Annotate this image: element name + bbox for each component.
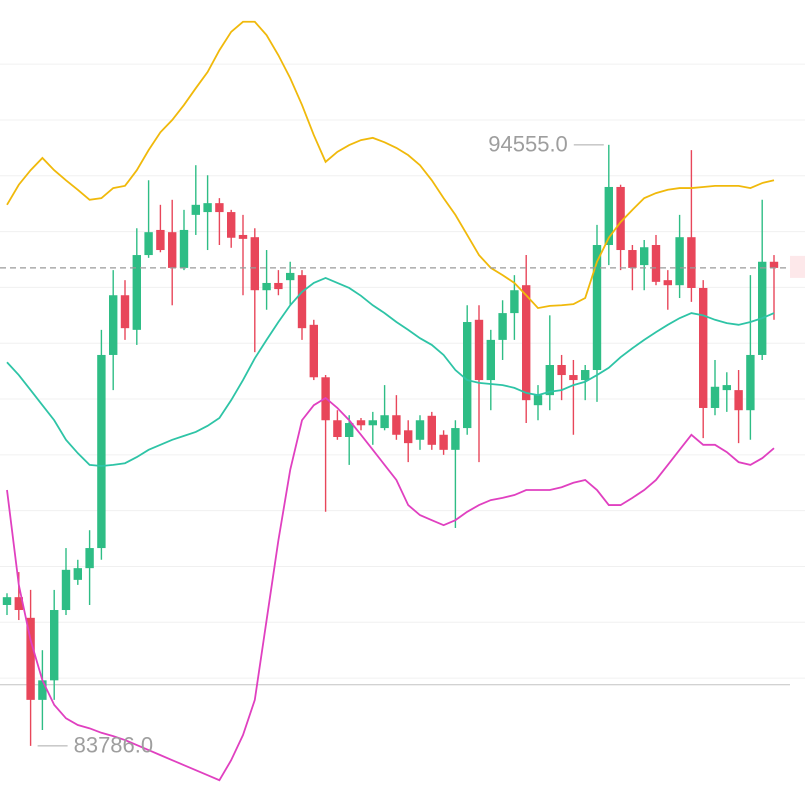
candle-body [663,280,672,286]
candle-body [132,255,141,330]
candle-body [510,290,519,314]
candle-body [699,287,708,408]
candle-body [120,295,130,329]
annotation-text: 94555.0 [488,132,568,157]
candle-body [734,390,743,411]
candle-body [439,434,448,450]
candle-body [581,370,590,381]
candle-body [156,229,165,251]
candle-body [38,680,47,700]
candle-body [687,237,696,288]
candle-body [238,234,248,239]
candle-body [651,245,661,282]
candle-body [356,420,366,426]
candle-body [203,203,212,213]
candle-body [404,430,413,444]
band-line [6,396,775,782]
candle-body [97,354,106,549]
candle-body [710,386,720,408]
candle-body [557,365,566,376]
last-price-tag [790,255,805,278]
candle-body [545,365,554,396]
annotation-text: 83786.0 [74,733,154,758]
candle-body [2,597,12,605]
candle-body [604,186,613,246]
candle-body [73,568,82,580]
band-line [6,20,775,310]
candle-body [616,186,625,251]
candle-body [569,375,578,381]
candle-body [191,204,200,215]
candle-body [628,250,637,268]
candle-body [522,285,531,401]
candle-body [215,203,224,213]
candle-body [297,275,307,329]
candle-body [50,610,59,681]
candle-body [85,548,94,569]
candle-body [769,261,779,268]
candle-body [592,245,602,371]
candle-body [345,423,354,437]
candle-body [109,295,118,355]
candle-body [368,420,377,426]
candle-body [250,237,259,291]
candle-body [262,282,271,291]
candle-body [463,322,472,429]
candle-body [486,339,495,381]
candle-body [451,428,460,450]
candle-body [392,415,401,435]
candle-body [309,324,318,378]
candle-body [227,212,236,238]
candle-body [26,617,35,700]
candle-body [14,597,23,611]
candle-body [640,247,649,266]
candle-body [722,385,731,391]
candle-body [498,313,507,340]
candle-body [168,232,177,268]
band-line [6,276,775,467]
candle-body [179,229,189,268]
candle-body [286,272,295,281]
candle-body [474,319,484,381]
candle-body [758,261,767,355]
candle-body [427,415,436,445]
candle-body [144,232,153,256]
candle-body [675,237,684,286]
candle-body [333,420,342,437]
candle-body [274,282,283,290]
candle-body [380,415,389,429]
candle-body [533,395,543,406]
candle-body [61,569,71,611]
candle-body [415,420,425,440]
candle-body [746,354,755,411]
